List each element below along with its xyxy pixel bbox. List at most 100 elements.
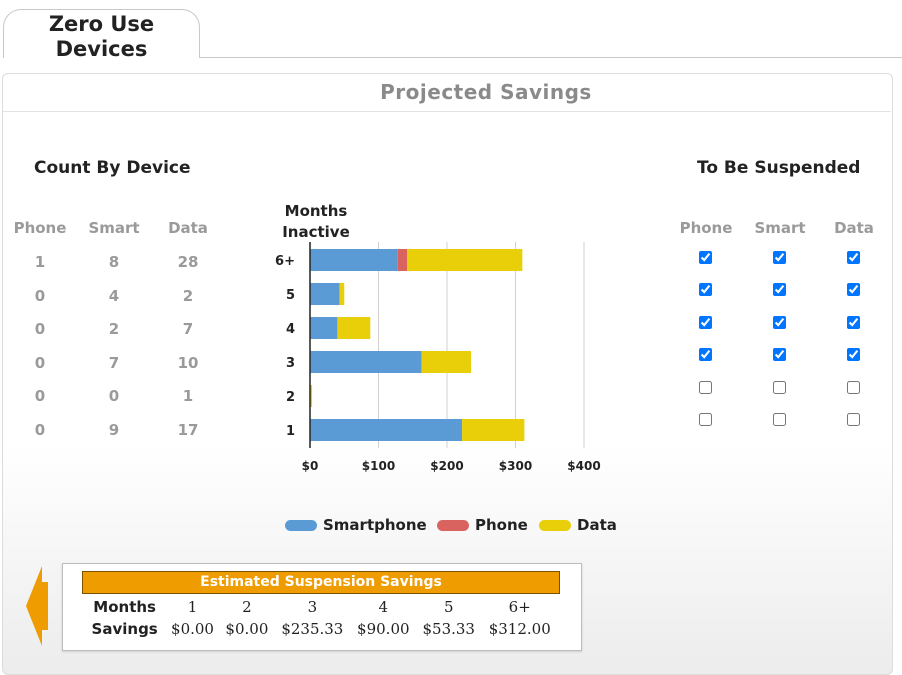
count-cell-smart: 7 — [108, 353, 120, 372]
tab-label-line2: Devices — [55, 37, 148, 61]
bar-smartphone-3 — [310, 351, 422, 373]
y-axis-label-line1: Months — [285, 202, 348, 220]
title-divider — [3, 111, 891, 112]
suspend-checkbox-phone[interactable] — [699, 283, 712, 297]
savings-month-cell: 2 — [242, 598, 252, 616]
count-cell-data: 2 — [182, 286, 194, 305]
savings-month-cell: 4 — [378, 598, 389, 616]
tab-divider — [200, 57, 902, 58]
x-tick-label: $400 — [567, 459, 600, 473]
count-cell-smart: 0 — [108, 387, 120, 406]
bar-data-5 — [339, 283, 345, 305]
savings-value-cell: $53.33 — [422, 620, 475, 638]
count-cell-data: 1 — [182, 387, 194, 406]
panel-title: Projected Savings — [380, 80, 592, 104]
y-tick-label: 5 — [286, 288, 295, 303]
suspend-col-phone: Phone — [679, 219, 733, 237]
count-cell-data: 10 — [177, 353, 199, 372]
count-cell-smart: 4 — [108, 286, 120, 305]
y-tick-label: 1 — [286, 424, 295, 439]
savings-month-cell: 6+ — [508, 598, 531, 616]
count-by-device-title: Count By Device — [34, 158, 191, 178]
savings-month-cell: 1 — [187, 598, 198, 616]
count-cell-data: 7 — [182, 320, 194, 339]
count-cell-data: 17 — [177, 421, 199, 439]
count-cell-phone: 0 — [34, 286, 46, 305]
suspend-checkbox-data[interactable] — [847, 413, 860, 426]
y-axis-label-line2: Inactive — [282, 223, 350, 241]
savings-values-row: Savings $0.00 $0.00 $235.33 $90.00 $53.33 $31… — [84, 618, 558, 640]
estimated-savings-box: Estimated Suspension Savings Months 1 2 3 4… — [62, 563, 582, 651]
savings-value-cell: $0.00 — [225, 620, 269, 638]
y-tick-label: 2 — [286, 390, 295, 405]
tab-zero-use-devices[interactable]: Zero Use Devices — [3, 9, 200, 61]
bar-smartphone-4 — [310, 317, 338, 339]
savings-table: Months 1 2 3 4 5 6+ Savings $0.00 $0.00 $235.33… — [84, 596, 558, 640]
suspend-checkbox-data[interactable] — [847, 251, 860, 264]
count-cell-smart: 2 — [108, 320, 120, 339]
bar-data-4 — [337, 317, 371, 339]
suspend-checkbox-phone[interactable] — [699, 380, 712, 394]
savings-months-row: Months 1 2 3 4 5 6+ — [84, 596, 558, 618]
suspend-checkbox-smart[interactable] — [773, 380, 786, 394]
legend-label: Smartphone — [323, 516, 427, 534]
bar-smartphone-5 — [310, 283, 340, 305]
x-tick-label: $0 — [302, 459, 319, 473]
bar-data-1 — [462, 419, 525, 441]
bar-phone-6+ — [397, 249, 408, 271]
count-col-phone: Phone — [13, 219, 67, 237]
savings-label: Savings — [91, 620, 158, 638]
x-tick-label: $100 — [362, 459, 395, 473]
count-col-smart: Smart — [88, 219, 140, 237]
x-tick-label: $300 — [499, 459, 532, 473]
suspend-checkbox-smart[interactable] — [773, 283, 786, 297]
count-cell-phone: 0 — [34, 421, 46, 439]
y-tick-label: 6+ — [275, 254, 295, 269]
suspend-checkbox-phone[interactable] — [699, 251, 712, 264]
suspend-col-data: Data — [834, 219, 874, 237]
suspend-checkbox-data[interactable] — [847, 380, 860, 394]
months-label: Months — [93, 598, 156, 616]
to-be-suspended-title: To Be Suspended — [697, 158, 861, 178]
months-inactive-bar-chart: Months Inactive $0 $100 $200 $300 $400 6+ 5 4 3 2 1 — [275, 202, 601, 473]
legend-item-data: Data — [539, 516, 617, 534]
savings-value-cell: $0.00 — [171, 620, 214, 638]
suspend-checkbox-data[interactable] — [847, 283, 860, 297]
left-arrow-icon[interactable] — [26, 566, 48, 646]
suspend-checkbox-phone[interactable] — [699, 348, 712, 362]
legend-swatch — [285, 520, 317, 531]
suspend-checkbox-smart[interactable] — [773, 413, 786, 426]
savings-value-cell: $312.00 — [488, 620, 551, 638]
legend-label: Phone — [475, 516, 528, 534]
suspend-col-smart: Smart — [754, 219, 806, 237]
suspend-checkbox-smart[interactable] — [773, 315, 786, 329]
y-tick-label: 4 — [286, 322, 295, 337]
x-tick-label: $200 — [430, 459, 463, 473]
suspend-checkbox-data[interactable] — [847, 348, 860, 362]
suspend-checkbox-data[interactable] — [847, 315, 860, 329]
savings-month-cell: 5 — [443, 598, 454, 616]
legend-item-phone: Phone — [437, 516, 528, 534]
bar-data-2 — [310, 385, 313, 407]
suspend-checkbox-smart[interactable] — [773, 251, 786, 264]
suspend-checkbox-phone[interactable] — [699, 315, 712, 329]
suspend-checkbox-smart[interactable] — [773, 348, 786, 362]
savings-value-cell: $235.33 — [281, 620, 344, 638]
savings-header: Estimated Suspension Savings — [82, 571, 560, 594]
bar-data-6+ — [407, 249, 523, 271]
count-cell-phone: 0 — [34, 387, 46, 406]
legend-swatch — [539, 520, 571, 531]
count-cell-smart: 9 — [108, 421, 120, 439]
savings-value-cell: $90.00 — [357, 620, 410, 638]
suspend-checkbox-phone[interactable] — [699, 413, 712, 426]
savings-month-cell: 3 — [307, 598, 318, 616]
count-cell-data: 28 — [177, 253, 199, 271]
legend-swatch — [437, 520, 469, 531]
bar-smartphone-6+ — [310, 249, 398, 271]
y-tick-label: 3 — [286, 356, 295, 371]
count-cell-phone: 1 — [34, 253, 46, 271]
count-cell-phone: 0 — [34, 353, 46, 372]
count-col-data: Data — [168, 219, 208, 237]
legend-item-smartphone: Smartphone — [285, 516, 427, 534]
count-cell-phone: 0 — [34, 320, 46, 339]
